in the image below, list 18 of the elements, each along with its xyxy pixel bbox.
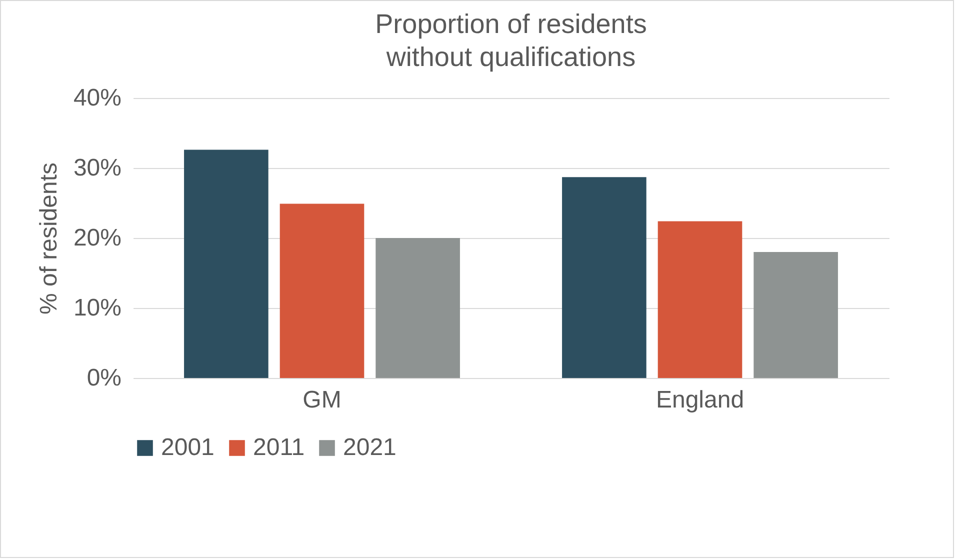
legend-label: 2011	[253, 434, 305, 461]
y-tick-label: 20%	[73, 224, 122, 252]
bar	[754, 252, 838, 378]
chart-title: Proportion of residents without qualifications	[375, 9, 647, 72]
y-tick-label: 40%	[73, 84, 122, 112]
y-axis-title: % of residents	[35, 162, 62, 315]
bar	[280, 204, 364, 378]
y-tick-label: 30%	[73, 154, 122, 182]
y-tick-label: 10%	[73, 294, 122, 322]
bar	[658, 221, 742, 378]
x-tick-label: England	[656, 386, 744, 414]
bar	[184, 150, 268, 378]
legend-label: 2021	[343, 434, 396, 461]
y-tick-label: 0%	[86, 364, 122, 392]
x-tick-label: GM	[302, 386, 342, 414]
bar	[562, 177, 646, 378]
legend-label: 2001	[161, 434, 214, 461]
bar	[376, 238, 460, 378]
